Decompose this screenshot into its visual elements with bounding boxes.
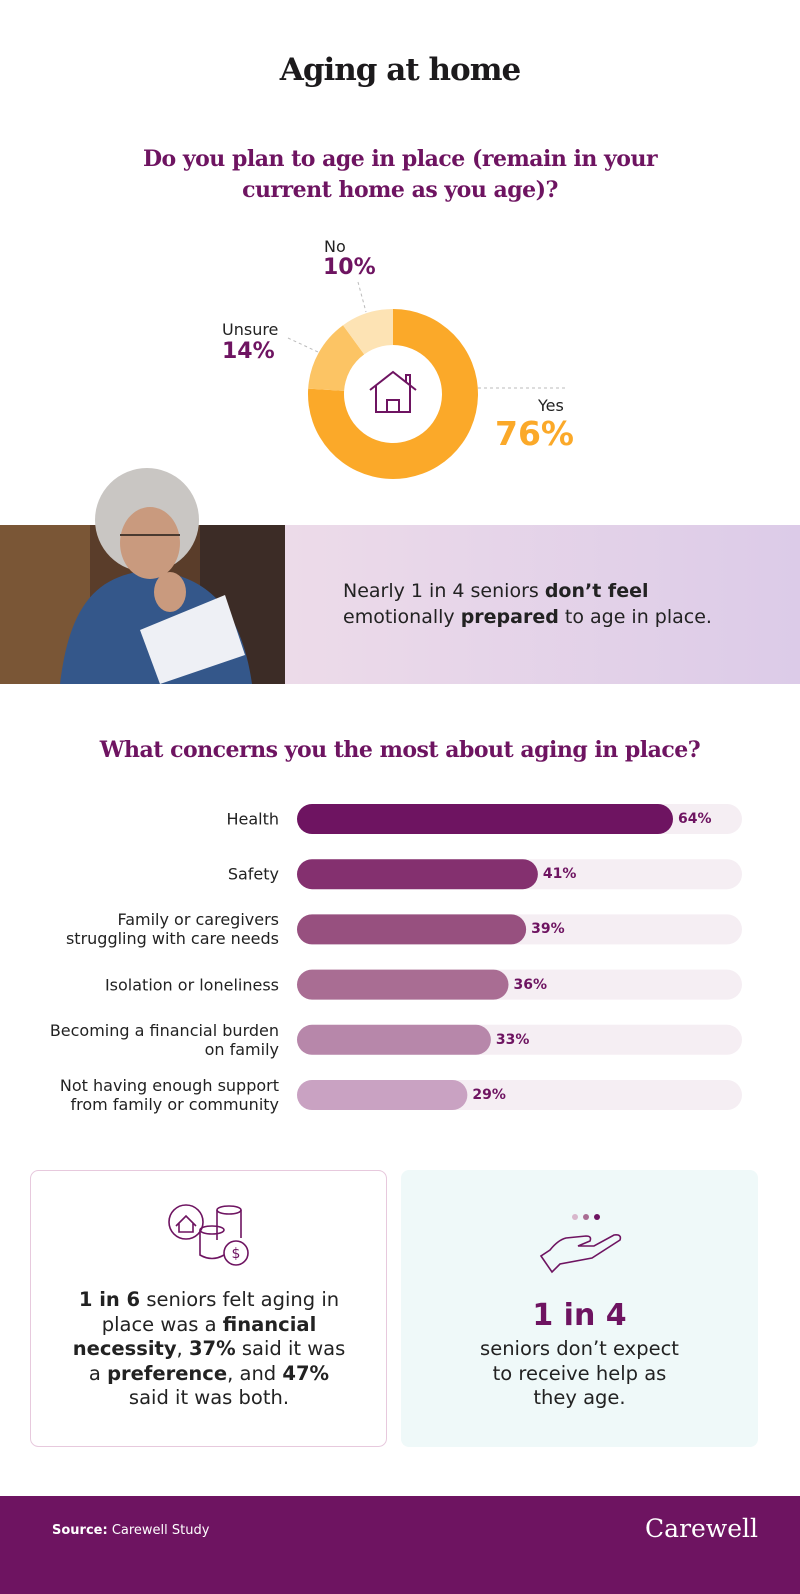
- footer-band: [0, 1496, 800, 1594]
- bar-chart: [297, 804, 742, 1110]
- bar: [297, 1080, 468, 1110]
- donut-slice: [308, 325, 365, 391]
- text-segment: seniors felt aging in place was a: [101, 1288, 340, 1336]
- source: Source: Carewell Study: [52, 1523, 209, 1538]
- text-segment: 37%: [188, 1337, 236, 1360]
- text-segment: , and: [227, 1361, 283, 1385]
- bar-category-label: Family or caregivers struggling with car…: [65, 910, 279, 949]
- text-segment: 1 in 6: [78, 1288, 141, 1311]
- text-segment: financial necessity: [72, 1312, 317, 1361]
- stat-text: seniors don’t expect to receive help as …: [480, 1337, 679, 1409]
- brand: Carewell: [645, 1514, 758, 1543]
- bar: [297, 969, 509, 1000]
- bar-value-label: 29%: [472, 1087, 506, 1103]
- photo: [0, 468, 285, 684]
- source-label: Source:: [52, 1523, 108, 1538]
- stat-box: [30, 1170, 387, 1447]
- text-segment: emotionally: [343, 606, 461, 628]
- donut-slice: [308, 309, 478, 480]
- bar-value-label: 41%: [542, 866, 577, 883]
- bar: [297, 804, 673, 834]
- bar-category-label: Becoming a financial burden on family: [49, 1020, 279, 1059]
- chart-title: What concerns you the most about aging i…: [99, 737, 701, 763]
- bar-category-label: Safety: [227, 864, 279, 884]
- bar-value-label: 39%: [531, 921, 565, 938]
- text-segment: Nearly 1 in 4 seniors: [343, 580, 545, 602]
- text-segment: preference: [107, 1361, 228, 1385]
- callout-text: Nearly 1 in 4 seniors don’t feel emotion…: [343, 578, 733, 630]
- bar-value-label: 36%: [513, 976, 548, 993]
- house-icon: [369, 370, 417, 413]
- pie-value-label: 10%: [323, 255, 376, 280]
- bar-category-label: Health: [226, 809, 279, 829]
- source-text: Carewell Study: [111, 1523, 210, 1538]
- chart-title: Do you plan to age in place (remain in y…: [142, 146, 658, 203]
- text-segment: 47%: [282, 1361, 330, 1385]
- text-segment: said it was a: [88, 1337, 346, 1385]
- leader-line: [357, 281, 367, 313]
- donut-slice: [343, 309, 393, 355]
- text-segment: ,: [176, 1337, 189, 1360]
- bar: [297, 914, 527, 945]
- text-segment: to age in place.: [558, 606, 712, 628]
- bar-category-label: Not having enough support from family or…: [59, 1076, 279, 1114]
- bar: [297, 859, 538, 890]
- stat-headline: 1 in 4: [532, 1298, 627, 1333]
- hand-icon: [539, 1214, 622, 1274]
- pie-category-label: No: [324, 237, 346, 256]
- bar-category-label: Isolation or loneliness: [104, 975, 279, 995]
- pie-value-label: 14%: [222, 339, 275, 364]
- pie-value-label: 76%: [495, 414, 574, 453]
- money-icon: $: [168, 1204, 249, 1266]
- pie-category-label: Unsure: [222, 320, 279, 339]
- pie-category-label: Yes: [538, 396, 564, 415]
- bar: [297, 1024, 491, 1055]
- stat-box: [401, 1170, 758, 1447]
- text-segment: said it was both.: [128, 1386, 290, 1409]
- text-segment: prepared: [460, 606, 559, 628]
- page-title: Aging at home: [279, 52, 521, 88]
- leader-line: [287, 337, 319, 353]
- bar-value-label: 33%: [495, 1031, 530, 1048]
- text-segment: don’t feel: [544, 580, 649, 602]
- bar-value-label: 64%: [678, 811, 712, 827]
- svg-text:$: $: [232, 1246, 241, 1262]
- stat-text: 1 in 6 seniors felt aging in place was a…: [70, 1288, 348, 1411]
- donut-chart: [308, 309, 478, 480]
